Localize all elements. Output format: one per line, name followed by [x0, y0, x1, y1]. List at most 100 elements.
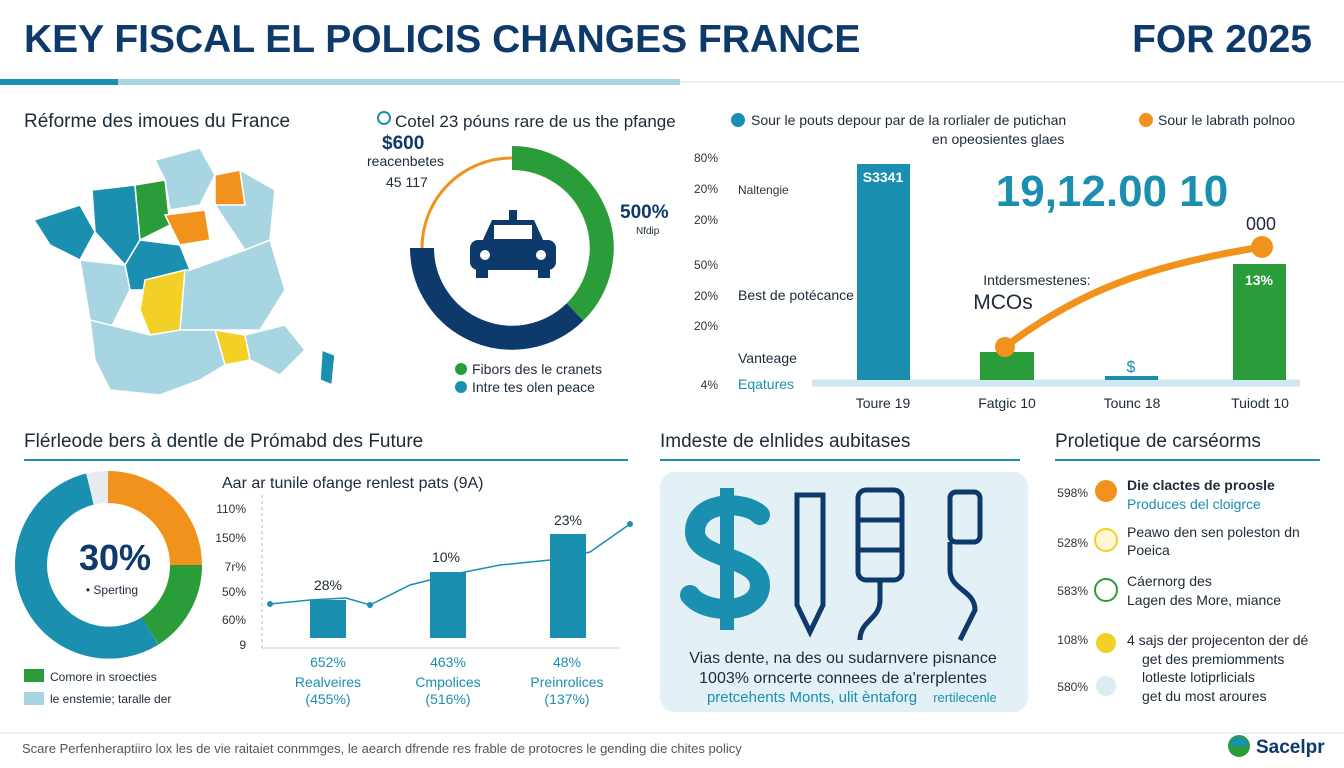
- axis-label: 20%: [694, 289, 718, 303]
- panel-title: Cotel 23 póuns rare de us the pfange: [395, 112, 676, 131]
- panel-title: Imdeste de elnlides aubitases: [660, 431, 910, 452]
- car-light: [536, 250, 546, 260]
- card-text: Vias dente, na des ou sudarnvere pisnanc…: [689, 650, 997, 667]
- item-marker: [1096, 633, 1116, 653]
- big-number: 19,12.00 10: [996, 167, 1228, 216]
- item-marker: [1095, 480, 1117, 502]
- siren: [509, 210, 517, 220]
- item-percent: 583%: [1057, 584, 1088, 598]
- row-label: Naltengie: [738, 183, 789, 197]
- axis-label: 20%: [694, 319, 718, 333]
- column-value: 48%: [553, 654, 581, 670]
- footer-note: Scare Perfenheraptiiro lox les de vie ra…: [22, 741, 742, 756]
- bar: [1105, 376, 1158, 380]
- bar: [430, 572, 466, 638]
- item-percent: 528%: [1057, 536, 1088, 550]
- donut-segment: [107, 471, 202, 566]
- car-window: [494, 225, 532, 239]
- bar: [857, 164, 910, 380]
- logo: [1230, 737, 1248, 746]
- bar: [550, 534, 586, 638]
- axis-label: 20%: [694, 182, 718, 196]
- region: [179, 238, 286, 331]
- region: [163, 209, 211, 246]
- axis-label: 60%: [222, 613, 246, 627]
- trend-point: [367, 602, 373, 608]
- trend-point: [1251, 236, 1273, 258]
- category: Fatgic 10: [978, 395, 1036, 411]
- axis-label: 50%: [222, 585, 246, 599]
- axis-labels: 80% 20% 20% 50% 20% 20% 4%: [694, 151, 718, 392]
- annotation: Intdersmestenes:: [983, 272, 1090, 288]
- pen-icon: [794, 492, 826, 638]
- category: Toure 19: [856, 395, 911, 411]
- chart-title: Aar ar tunile ofange renlest pats (9A): [222, 475, 483, 492]
- trend-point: [267, 601, 273, 607]
- donut-segment: [420, 156, 513, 249]
- impact-card: [660, 472, 1028, 712]
- axis-label: 7r%: [225, 560, 247, 574]
- axis-label: 110%: [216, 502, 246, 516]
- legend-text: Intre tes olen peace: [472, 379, 595, 395]
- france-map: [32, 147, 336, 396]
- car-icon: [470, 210, 556, 278]
- column-name: Preinrolices: [530, 674, 603, 690]
- donut-caption: • Sperting: [86, 583, 138, 597]
- title: KEY FISCAL EL POLICIS CHANGES FRANCE: [24, 18, 860, 61]
- bar: [310, 600, 346, 638]
- legend-marker: [731, 113, 745, 127]
- item-percent: 108%: [1057, 633, 1088, 647]
- item-text: Peawo den sen poleston dn: [1127, 524, 1300, 540]
- item-text: get des premiomments: [1142, 651, 1284, 667]
- item-text: Cáernorg des: [1127, 573, 1212, 589]
- region: [134, 179, 171, 242]
- caption: 45 117: [386, 174, 428, 190]
- item-text: 4 sajs der projecenton der dé: [1127, 632, 1309, 648]
- axis-label: 20%: [694, 213, 718, 227]
- region: [32, 204, 96, 261]
- legend-marker: [24, 669, 44, 682]
- region: [89, 319, 226, 396]
- legend-text: en opeosientes glaes: [932, 131, 1064, 147]
- car-body: [470, 240, 556, 270]
- column-name: Realveires: [295, 674, 361, 690]
- brand: Sacelpr: [1256, 737, 1325, 758]
- wheel: [476, 268, 488, 278]
- category: Tuiodt 10: [1231, 395, 1289, 411]
- annotation-value: MCOs: [973, 291, 1033, 314]
- legend-marker: [1139, 113, 1153, 127]
- legend-text: Comore in sroecties: [50, 670, 157, 684]
- car-light: [480, 250, 490, 260]
- card-text: 1003% orncerte connees de a'rerplentes: [699, 670, 987, 687]
- bar: [1233, 264, 1286, 380]
- donut-value: 30%: [79, 537, 151, 578]
- card-text: pretcehents Monts, ulit èntaforg: [707, 689, 917, 706]
- axis-label: 150%: [215, 531, 246, 545]
- row-label: Vanteage: [738, 350, 797, 366]
- bar-label: 28%: [314, 577, 342, 593]
- item-percent: 598%: [1057, 486, 1088, 500]
- region: [139, 269, 186, 336]
- bar-label: 10%: [432, 549, 460, 565]
- amount: $600: [382, 133, 424, 154]
- row-label: Best de potécance: [738, 287, 854, 303]
- legend-text: Sour le pouts depour par de la rorlialer…: [751, 112, 1066, 128]
- column-value: 463%: [430, 654, 466, 670]
- trend-point: [995, 337, 1015, 357]
- item-marker: [1094, 528, 1118, 552]
- item-text: Poeica: [1127, 542, 1170, 558]
- trend-line: [269, 523, 631, 606]
- caption: Nfdip: [636, 226, 660, 237]
- legend-marker: [455, 363, 467, 375]
- gauge-icon: [857, 580, 883, 641]
- legend-marker: [24, 692, 44, 705]
- item-text: Produces del cloigrce: [1127, 496, 1261, 512]
- column-name: Cmpolices: [415, 674, 480, 690]
- corsica: [319, 348, 336, 387]
- legend-marker: [377, 111, 391, 125]
- card-text: rertilecenle: [933, 690, 997, 705]
- item-text: Die clactes de proosle: [1127, 477, 1275, 493]
- column-note: (455%): [305, 691, 350, 707]
- year: FOR 2025: [1132, 18, 1312, 61]
